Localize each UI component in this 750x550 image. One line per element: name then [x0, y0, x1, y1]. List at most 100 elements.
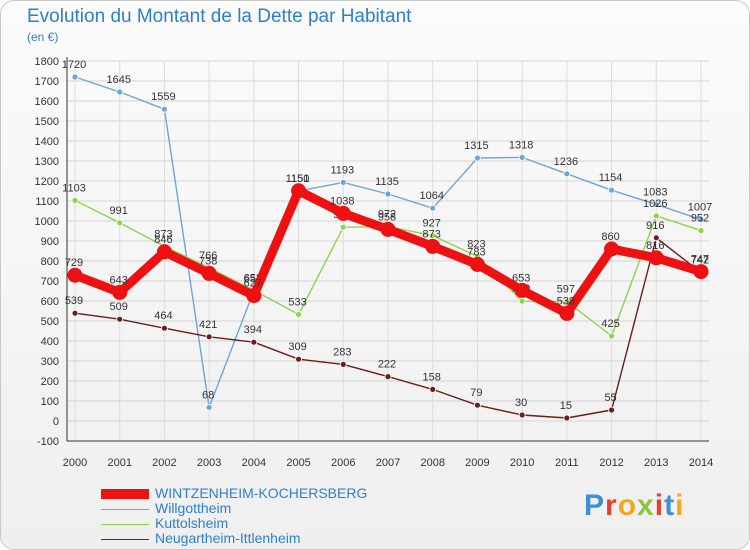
data-label: 533 — [288, 296, 306, 308]
data-label: 738 — [199, 255, 217, 267]
data-label: 1193 — [330, 164, 354, 176]
data-point — [563, 414, 571, 422]
data-point — [514, 282, 530, 298]
y-tick-label: 500 — [41, 316, 59, 328]
x-tick-label: 2012 — [599, 457, 623, 469]
data-point — [339, 360, 347, 368]
data-point — [608, 332, 615, 340]
data-point — [161, 324, 168, 332]
data-label: 958 — [378, 211, 396, 223]
legend-swatch — [101, 539, 149, 540]
x-tick-label: 2013 — [644, 457, 668, 469]
data-label: 425 — [601, 318, 619, 330]
data-label: 972 — [378, 209, 396, 221]
data-label: 1064 — [419, 190, 443, 202]
data-label: 766 — [199, 250, 217, 262]
x-tick-label: 2004 — [242, 457, 266, 469]
legend-label: WINTZENHEIM-KOCHERSBERG — [155, 485, 368, 501]
data-label: 68 — [202, 389, 214, 401]
data-label: 873 — [423, 228, 441, 240]
data-label: 1135 — [375, 176, 399, 188]
data-label: 597 — [557, 284, 575, 296]
data-label: 509 — [110, 301, 128, 313]
x-tick-label: 2002 — [152, 457, 176, 469]
data-point — [518, 297, 526, 305]
y-tick-label: 700 — [41, 276, 59, 288]
y-tick-label: 300 — [41, 356, 59, 368]
data-point — [518, 411, 526, 419]
data-point — [697, 227, 705, 235]
data-point — [384, 190, 392, 198]
data-point — [429, 385, 437, 393]
data-label: 222 — [378, 359, 396, 371]
x-tick-label: 2006 — [331, 457, 355, 469]
data-label: 747 — [691, 254, 709, 266]
data-point — [469, 256, 485, 272]
x-tick-label: 2008 — [420, 457, 444, 469]
y-tick-label: 1500 — [35, 116, 59, 128]
data-point — [116, 88, 124, 96]
x-tick-label: 2009 — [465, 457, 489, 469]
data-label: 538 — [557, 295, 575, 307]
data-label: 1720 — [62, 59, 86, 71]
data-point — [697, 216, 705, 224]
data-point — [201, 265, 217, 281]
y-tick-label: 1600 — [35, 96, 59, 108]
data-label: 916 — [646, 220, 664, 232]
data-point — [559, 305, 575, 321]
y-tick-label: 1100 — [35, 196, 59, 208]
data-label: 1007 — [688, 202, 712, 214]
data-label: 158 — [423, 371, 441, 383]
data-label: 873 — [154, 228, 172, 240]
y-tick-label: 0 — [53, 416, 59, 428]
data-label: 394 — [244, 324, 262, 336]
x-tick-label: 2007 — [376, 457, 400, 469]
data-point — [518, 153, 526, 161]
y-tick-label: 1000 — [35, 216, 59, 228]
data-label: 643 — [110, 274, 128, 286]
data-point — [652, 234, 660, 242]
data-label: 55 — [604, 392, 616, 404]
x-tick-label: 2001 — [107, 457, 131, 469]
data-label: 79 — [470, 387, 482, 399]
data-point — [474, 154, 481, 162]
data-label: 952 — [691, 213, 709, 225]
data-label: 283 — [333, 346, 351, 358]
data-point — [67, 267, 83, 283]
data-label: 927 — [423, 218, 441, 230]
data-label: 1083 — [643, 186, 667, 198]
chart-title: Evolution du Montant de la Dette par Hab… — [27, 6, 412, 27]
legend-label: Kuttolsheim — [155, 515, 229, 531]
data-label: 309 — [288, 341, 306, 353]
data-label: 1559 — [151, 91, 175, 103]
data-point — [604, 241, 620, 257]
x-tick-label: 2003 — [197, 457, 221, 469]
data-point — [71, 196, 79, 204]
data-label: 30 — [515, 397, 527, 409]
y-tick-label: 600 — [41, 296, 59, 308]
data-point — [652, 200, 660, 208]
data-label: 846 — [154, 234, 172, 246]
legend-swatch — [101, 489, 149, 499]
data-label: 1645 — [106, 74, 130, 86]
data-point — [291, 183, 307, 199]
data-point — [295, 355, 302, 363]
data-point — [295, 310, 302, 318]
data-point — [608, 186, 615, 194]
data-point — [161, 105, 168, 113]
data-label: 15 — [560, 400, 572, 412]
data-point — [205, 333, 213, 341]
y-tick-label: 800 — [41, 256, 59, 268]
data-label: 1315 — [464, 140, 488, 152]
data-point — [112, 284, 128, 300]
data-label: 1038 — [330, 195, 354, 207]
data-point — [339, 178, 347, 186]
y-tick-label: 1200 — [35, 176, 59, 188]
data-point — [563, 170, 571, 178]
data-point — [335, 205, 351, 221]
data-label: 1236 — [554, 156, 578, 168]
data-label: 783 — [467, 246, 485, 258]
y-tick-label: 1300 — [35, 156, 59, 168]
